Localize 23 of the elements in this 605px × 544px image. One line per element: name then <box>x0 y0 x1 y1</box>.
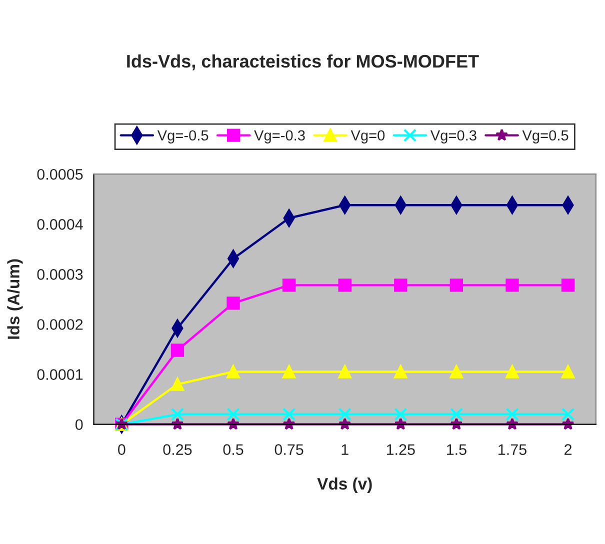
x-tick-label: 1.5 <box>446 444 466 455</box>
y-axis-title: Ids (A/um) <box>7 259 23 339</box>
chart-title: Ids-Vds, characteistics for MOS-MODFET <box>127 54 479 70</box>
x-tick-label: 1.25 <box>386 444 415 455</box>
y-tick-label: 0.0002 <box>37 319 83 330</box>
y-tick-label: 0.0001 <box>37 369 83 380</box>
legend-label: Vg=0.5 <box>522 130 568 144</box>
x-tick-label: 1 <box>342 444 348 455</box>
x-tick-label: 2 <box>564 444 572 455</box>
legend-label: Vg=0 <box>350 130 385 144</box>
x-tick-label: 1.75 <box>498 444 526 455</box>
x-tick-label: 0.5 <box>223 444 244 455</box>
x-tick-label: 0.25 <box>163 444 192 455</box>
legend-label: Vg=-0.3 <box>254 130 305 144</box>
x-tick-label: 0.75 <box>274 444 304 455</box>
legend-label: Vg=-0.5 <box>157 130 208 144</box>
y-tick-label: 0.0005 <box>37 168 83 180</box>
x-tick-label: 0 <box>118 444 126 455</box>
y-tick-label: 0 <box>75 419 83 430</box>
y-tick-label: 0.0004 <box>37 218 83 230</box>
x-axis-title: Vds (v) <box>317 477 372 493</box>
legend-label: Vg=0.3 <box>430 130 476 144</box>
y-tick-label: 0.0003 <box>37 269 83 280</box>
